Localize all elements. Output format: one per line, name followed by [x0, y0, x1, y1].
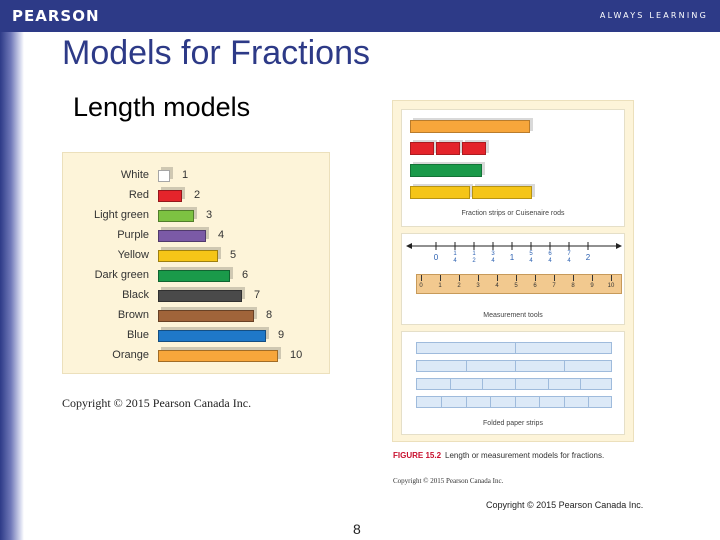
rod-bar [158, 290, 242, 302]
ruler-number: 6 [533, 283, 537, 289]
number-line-label: 2 [585, 253, 591, 262]
fraction-strip-red [436, 142, 460, 155]
slide-title: Models for Fractions [62, 34, 370, 72]
fraction-strip-yellow [472, 186, 532, 199]
rod-name: Blue [126, 329, 149, 341]
rod-name: Purple [117, 229, 149, 241]
number-line-label: 0 [433, 253, 439, 262]
ruler-number: 8 [571, 283, 575, 289]
ruler-number: 4 [495, 283, 499, 289]
ruler-number: 0 [419, 283, 423, 289]
rod-number: 8 [266, 309, 273, 321]
ruler-number: 1 [438, 283, 442, 289]
rod-name: Dark green [94, 269, 149, 281]
figure-copyright: Copyright © 2015 Pearson Canada Inc. [393, 477, 504, 485]
ruler-number: 9 [590, 283, 594, 289]
rod-name: Red [128, 189, 149, 201]
cuisenaire-rods-panel: White 1 Red 2 Light green 3 Purple 4 Yel… [62, 152, 330, 374]
rod-name: White [120, 169, 149, 181]
fraction-strip-red [410, 142, 434, 155]
slide-subtitle: Length models [73, 92, 251, 122]
ruler-number: 3 [476, 283, 480, 289]
rod-bar [158, 190, 182, 202]
rod-number: 4 [218, 229, 225, 241]
fraction-strips-panel: Fraction strips or Cuisenaire rods [401, 109, 625, 227]
brand-tagline: ALWAYS LEARNING [599, 11, 708, 20]
ruler-number: 7 [552, 283, 556, 289]
paper-strips-panel: Folded paper strips [401, 331, 625, 435]
rod-name: Orange [112, 349, 149, 361]
rod-bar [158, 230, 206, 242]
fraction-strip-red [462, 142, 486, 155]
rod-name: Black [122, 289, 149, 301]
rod-bar [158, 250, 218, 262]
number-line [406, 242, 622, 250]
strips-caption: Fraction strips or Cuisenaire rods [461, 210, 565, 217]
rod-bar [158, 310, 254, 322]
measurement-caption: Measurement tools [483, 312, 543, 319]
rod-bar [158, 270, 230, 282]
slide-copyright: Copyright © 2015 Pearson Canada Inc. [486, 500, 644, 510]
paper-strip [416, 360, 612, 372]
rod-number: 2 [194, 189, 201, 201]
rod-bar [158, 330, 266, 342]
rod-number: 1 [182, 169, 189, 181]
page-number: 8 [353, 521, 361, 537]
brand-logo: PEARSON [12, 7, 100, 25]
sidebar-gradient [0, 32, 24, 540]
rod-bar [158, 350, 278, 362]
rod-number: 7 [254, 289, 261, 301]
paper-strip [416, 396, 612, 408]
rod-number: 10 [290, 349, 303, 361]
figure-label: FIGURE 15.2 [393, 451, 442, 460]
rod-name: Light green [93, 209, 149, 221]
ruler-number: 2 [457, 283, 461, 289]
rod-number: 3 [206, 209, 213, 221]
fraction-strip-orange [410, 120, 530, 133]
rod-number: 6 [242, 269, 249, 281]
paper-caption: Folded paper strips [483, 420, 543, 427]
ruler-number: 10 [607, 283, 615, 289]
fraction-strip-yellow [410, 186, 470, 199]
figure-caption-text: Length or measurement models for fractio… [445, 451, 605, 460]
paper-strip [416, 378, 612, 390]
rod-name: Yellow [117, 249, 149, 261]
rod-name: Brown [117, 309, 149, 321]
rod-number: 9 [278, 329, 285, 341]
rod-number: 5 [230, 249, 237, 261]
fraction-strip-green [410, 164, 482, 177]
ruler: 0 1 2 3 4 5 6 7 8 9 10 [416, 274, 622, 294]
number-line-label: 1 [509, 253, 515, 262]
rods-copyright: Copyright © 2015 Pearson Canada Inc. [62, 396, 252, 410]
rod-bar [158, 210, 194, 222]
rod-bar [158, 170, 170, 182]
ruler-number: 5 [514, 283, 518, 289]
figure-caption: FIGURE 15.2 Length or measurement models … [393, 451, 604, 460]
paper-strip [416, 342, 612, 354]
header-bar: PEARSON ALWAYS LEARNING [0, 0, 720, 32]
